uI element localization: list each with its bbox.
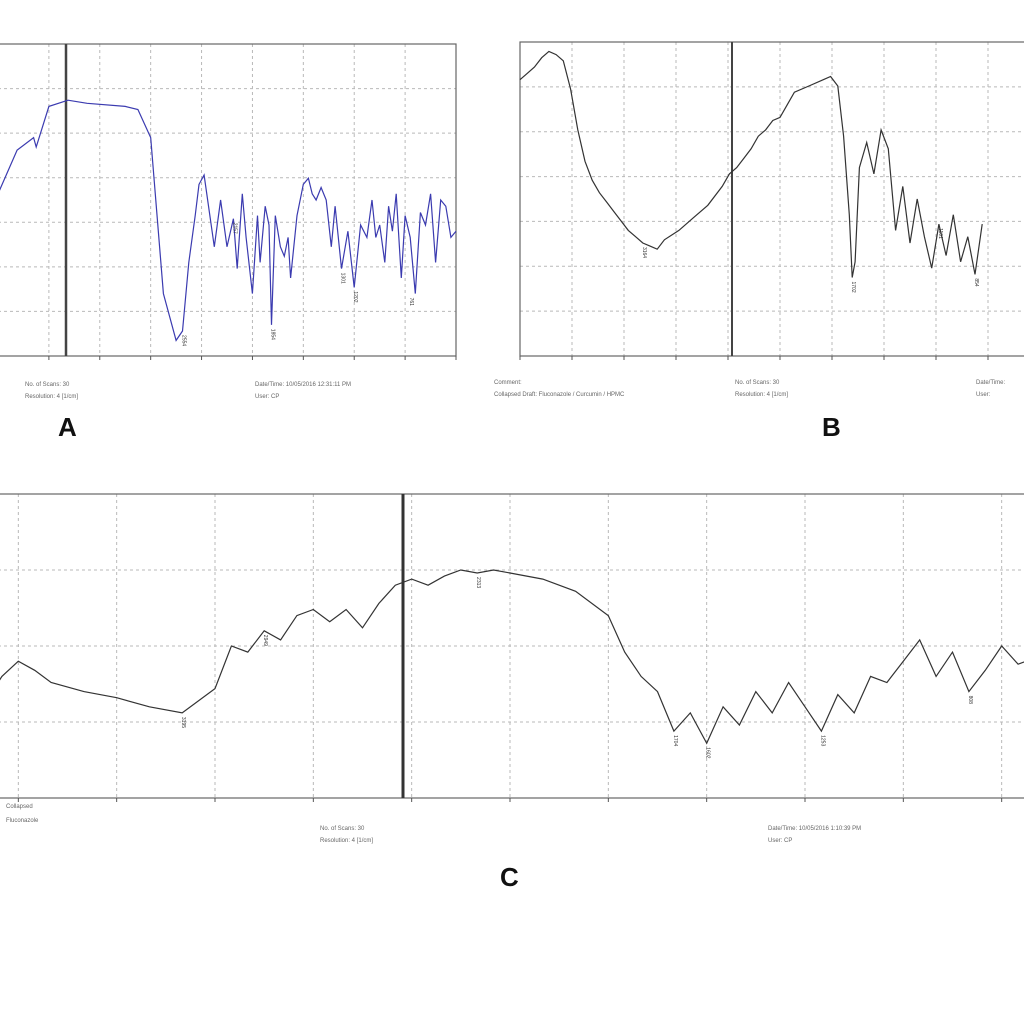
spectrum-chart-b: 3164 1702 1101 854 Comment: Collapsed Draft… xyxy=(494,41,1024,398)
svg-text:User:: User: xyxy=(976,392,991,398)
panel-label-c: C xyxy=(500,862,519,892)
svg-text:Resolution: 4 [1/cm]: Resolution: 4 [1/cm] xyxy=(735,392,788,398)
peak-label: 1704 xyxy=(672,735,678,746)
spectrum-line-c xyxy=(0,569,1024,745)
svg-text:No. of Scans: 30: No. of Scans: 30 xyxy=(735,380,780,386)
svg-text:Resolution: 4 [1/cm]: Resolution: 4 [1/cm] xyxy=(25,394,78,400)
peak-label: 2554 xyxy=(180,335,186,346)
svg-text:Collapsed Draft: Fluconazole /: Collapsed Draft: Fluconazole / Curcumin … xyxy=(494,392,625,398)
svg-text:Date/Time: 10/05/2016 12:31:11: Date/Time: 10/05/2016 12:31:11 PM xyxy=(255,382,351,388)
plot-frame-c xyxy=(0,493,1024,799)
peak-label: 1301 xyxy=(340,273,346,284)
peak-label: 1854 xyxy=(270,329,276,340)
spectrum-line-a xyxy=(0,99,457,342)
peak-label: 1702 xyxy=(850,282,856,293)
peak-label: 2313 xyxy=(475,577,481,588)
panel-label-b: B xyxy=(822,412,841,442)
plot-frame-b xyxy=(519,41,1024,357)
svg-text:No. of Scans: 30: No. of Scans: 30 xyxy=(25,382,70,388)
spectrum-line-b xyxy=(519,50,983,278)
peak-label: 808 xyxy=(967,696,973,705)
peak-label: 1602 xyxy=(705,747,711,758)
peak-label: 2157 xyxy=(231,223,237,234)
grid-a xyxy=(0,44,456,356)
svg-text:Date/Time: 10/05/2016 1:10:39: Date/Time: 10/05/2016 1:10:39 PM xyxy=(768,826,861,832)
svg-text:No. of Scans: 30: No. of Scans: 30 xyxy=(320,826,365,832)
peak-label: 1253 xyxy=(819,735,825,746)
peak-label: 1202 xyxy=(352,291,358,302)
peak-label: 3195 xyxy=(180,717,186,728)
svg-text:Resolution: 4 [1/cm]: Resolution: 4 [1/cm] xyxy=(320,838,373,844)
svg-text:Comment:: Comment: xyxy=(494,380,522,386)
peak-label: 3164 xyxy=(641,247,647,258)
panel-label-a: A xyxy=(58,412,77,442)
svg-text:User: CP: User: CP xyxy=(255,394,279,400)
peak-label: 854 xyxy=(973,278,979,287)
svg-text:User: CP: User: CP xyxy=(768,838,792,844)
plot-frame-a xyxy=(0,43,457,357)
peak-label: 2949 xyxy=(262,635,268,646)
peak-label: 761 xyxy=(408,298,414,307)
svg-text:Date/Time:: Date/Time: xyxy=(976,380,1005,386)
svg-text:Fluconazole: Fluconazole xyxy=(6,818,39,824)
spectrum-chart-a: 2554 2157 1854 1301 1202 761 No. of Scans: 30… xyxy=(0,43,457,400)
svg-text:Collapsed: Collapsed xyxy=(6,804,33,810)
grid-b xyxy=(520,42,1024,356)
peak-label: 1101 xyxy=(937,228,943,239)
grid-c xyxy=(0,494,1024,798)
spectrum-chart-c: 3774319529492313170416021253808 Collapse… xyxy=(0,493,1024,844)
